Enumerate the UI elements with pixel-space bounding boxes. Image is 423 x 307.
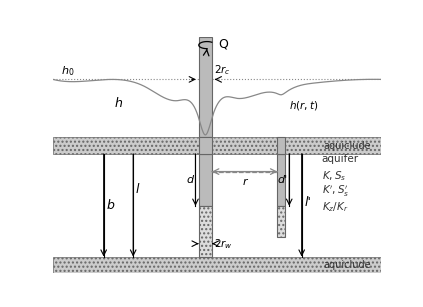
Text: aquifer: aquifer — [321, 154, 359, 164]
Bar — [53, 137, 381, 154]
Text: $K', S_s'$: $K', S_s'$ — [321, 184, 349, 199]
Text: $K, S_s$: $K, S_s$ — [321, 169, 346, 183]
Text: d: d — [187, 175, 194, 185]
Text: $h$: $h$ — [114, 96, 123, 110]
Bar — [199, 137, 212, 154]
Text: aquiclude: aquiclude — [323, 260, 371, 270]
Text: r: r — [242, 177, 247, 188]
Bar — [199, 206, 212, 257]
Text: aquiclude: aquiclude — [323, 141, 371, 150]
Bar — [199, 154, 212, 206]
Text: Q: Q — [218, 37, 228, 50]
Text: $2r_c$: $2r_c$ — [214, 63, 230, 77]
Bar — [199, 37, 212, 137]
Bar — [277, 206, 285, 237]
Bar — [277, 154, 285, 206]
Text: $h(r,t)$: $h(r,t)$ — [288, 99, 318, 112]
Text: $h_0$: $h_0$ — [61, 64, 74, 78]
Bar — [277, 137, 285, 154]
Text: l: l — [136, 183, 139, 196]
Bar — [53, 257, 381, 273]
Text: l': l' — [304, 196, 311, 209]
Text: $2r_w$: $2r_w$ — [214, 237, 233, 251]
Text: $K_z/K_r$: $K_z/K_r$ — [321, 200, 348, 214]
Text: d': d' — [277, 175, 288, 185]
Text: b: b — [107, 199, 115, 212]
